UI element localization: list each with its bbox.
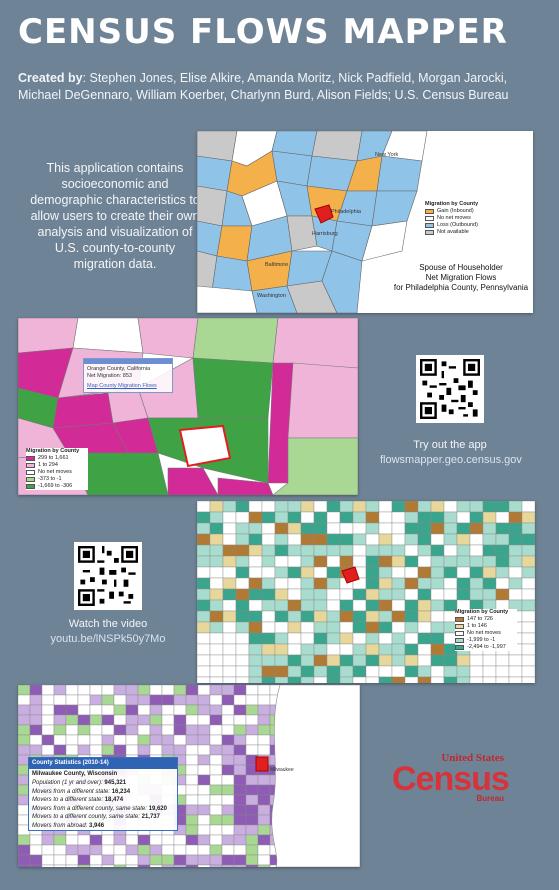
stats-row: Movers from a different state: 16,234 bbox=[32, 788, 131, 795]
logo-line2: Census bbox=[392, 760, 510, 798]
credits-label: Created by bbox=[18, 71, 83, 85]
logo-line3: Bureau bbox=[476, 794, 504, 803]
census-bureau-logo: United States Census Bureau bbox=[392, 752, 510, 803]
stats-row: Movers to a different state: 18,474 bbox=[32, 797, 124, 803]
legend-item: Gain (Inbound) bbox=[425, 208, 485, 215]
legend-item: No net moves bbox=[26, 469, 88, 476]
legend-item: 1 to 146 bbox=[455, 623, 517, 630]
legend-item: No net moves bbox=[455, 630, 517, 637]
legend-item: 1 to 294 bbox=[26, 462, 88, 469]
legend-item: Not available bbox=[425, 229, 485, 236]
legend-item: -1,999 to -1 bbox=[455, 637, 517, 644]
map-orange-county[interactable]: Orange County, California Net Migration:… bbox=[18, 318, 358, 495]
app-caption-text: Try out the app bbox=[413, 439, 487, 451]
city-philadelphia: Philadelphia bbox=[331, 209, 362, 215]
video-qr-code[interactable] bbox=[74, 542, 142, 610]
map3-legend: Migration by County 147 to 726 1 to 146 … bbox=[455, 609, 517, 651]
stats-header: County Statistics (2010-14) bbox=[29, 758, 177, 769]
legend-item: -2,494 to -1,997 bbox=[455, 644, 517, 651]
stats-row: Movers to a different county, same state… bbox=[32, 814, 160, 820]
city-baltimore: Baltimore bbox=[265, 262, 288, 268]
popup-net-migration: Net Migration: 853 bbox=[87, 373, 132, 379]
map3-svg bbox=[197, 501, 535, 683]
popup-title-bar bbox=[84, 359, 172, 364]
logo-line1: United States bbox=[441, 752, 504, 764]
map-milwaukee[interactable]: Milwaukee County Statistics (2010-14) Mi… bbox=[18, 685, 360, 867]
city-harrisburg: Harrisburg bbox=[312, 231, 338, 237]
map-philadelphia[interactable]: New York Philadelphia Harrisburg Baltimo… bbox=[197, 131, 533, 313]
stats-row: Movers from abroad: 3,946 bbox=[32, 822, 105, 829]
qr-icon bbox=[420, 359, 480, 419]
city-milwaukee: Milwaukee bbox=[270, 767, 294, 773]
legend-item: 147 to 726 bbox=[455, 616, 517, 623]
video-caption: Watch the video youtu.be/lNSPk50y7Mo bbox=[38, 617, 178, 647]
legend-item: -1,669 to -306 bbox=[26, 483, 88, 490]
page-title: CENSUS FLOWS MAPPER bbox=[18, 12, 508, 52]
map2-legend-title: Migration by County bbox=[26, 448, 80, 454]
map-southeast[interactable]: Migration by County 147 to 726 1 to 146 … bbox=[197, 501, 535, 683]
map2-popup: Orange County, California Net Migration:… bbox=[83, 358, 173, 393]
city-new-york: New York bbox=[375, 152, 398, 158]
legend-item: 299 to 1,661 bbox=[26, 455, 88, 462]
map2-legend: Migration by County 299 to 1,661 1 to 29… bbox=[26, 448, 88, 490]
map1-legend: Migration by County Gain (Inbound) No ne… bbox=[425, 201, 485, 236]
popup-county: Orange County, California bbox=[87, 366, 151, 372]
popup-map-flows-link[interactable]: Map County Migration Flows bbox=[87, 383, 157, 389]
legend-item: Loss (Outbound) bbox=[425, 222, 485, 229]
city-washington: Washington bbox=[257, 293, 286, 299]
video-caption-text: Watch the video bbox=[68, 618, 148, 630]
stats-county-name: Milwaukee County, Wisconsin bbox=[32, 770, 118, 777]
app-caption: Try out the app flowsmapper.geo.census.g… bbox=[380, 438, 522, 468]
qr-icon bbox=[78, 546, 138, 606]
map1-legend-title: Migration by County bbox=[425, 201, 479, 207]
map3-legend-title: Migration by County bbox=[455, 609, 509, 615]
video-url-link[interactable]: youtu.be/lNSPk50y7Mo bbox=[50, 633, 166, 645]
legend-item: -373 to -1 bbox=[26, 476, 88, 483]
legend-item: No net moves bbox=[425, 215, 485, 222]
county-stats-box: County Statistics (2010-14) Milwaukee Co… bbox=[28, 757, 178, 831]
intro-text: This application contains socioeconomic … bbox=[30, 161, 200, 271]
map1-title: Spouse of Householder Net Migration Flow… bbox=[393, 263, 529, 292]
credits: Created by: Stephen Jones, Elise Alkire,… bbox=[18, 70, 548, 104]
stats-row: Movers from a different county, same sta… bbox=[32, 805, 167, 812]
app-url-link[interactable]: flowsmapper.geo.census.gov bbox=[380, 454, 522, 466]
credits-names: : Stephen Jones, Elise Alkire, Amanda Mo… bbox=[18, 71, 509, 102]
map1-svg: New York Philadelphia Harrisburg Baltimo… bbox=[197, 131, 533, 313]
app-qr-code[interactable] bbox=[416, 355, 484, 423]
stats-row: Population (1 yr and over): 945,321 bbox=[32, 780, 127, 786]
